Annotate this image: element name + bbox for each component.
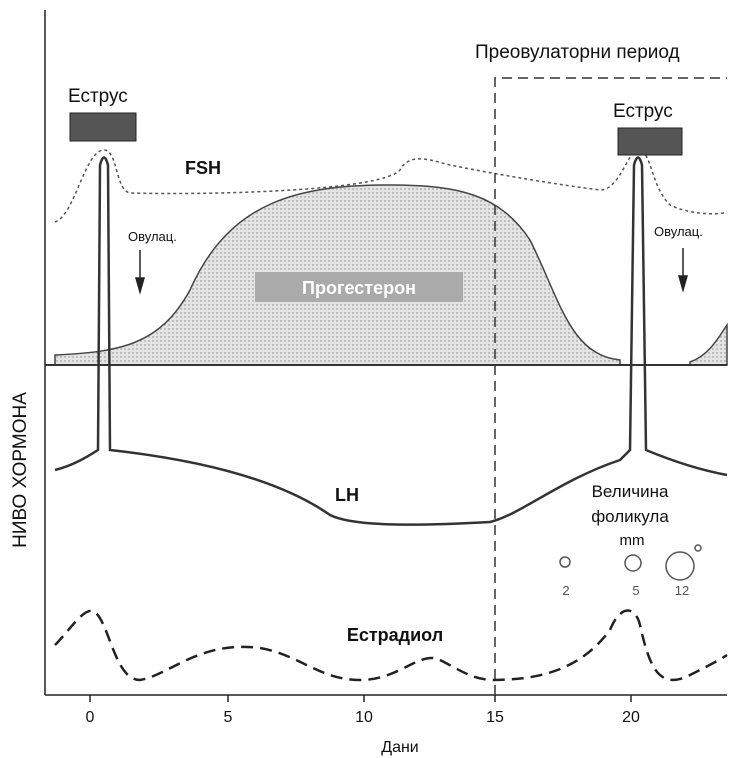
progesterone-label: Прогестерон	[302, 278, 416, 298]
y-axis-label: НИВО ХОРМОНА	[10, 392, 31, 548]
fsh-curve	[54, 149, 728, 223]
estradiol-label: Естрадиол	[347, 625, 443, 645]
lh-label: LH	[335, 485, 359, 505]
follicle-label: mm	[620, 532, 645, 549]
follicles	[559, 544, 702, 581]
estrus-box	[617, 127, 683, 156]
period-label: Преовулаторни период	[475, 42, 680, 63]
ovulation-label: Овулац.	[128, 229, 177, 244]
follicle-size: 12	[675, 583, 689, 598]
frame	[44, 10, 727, 696]
follicle-label: Величина	[592, 482, 669, 501]
follicle-size: 5	[632, 583, 639, 598]
x-tick-label: 20	[622, 709, 640, 726]
x-ticks	[89, 695, 632, 702]
estrus-box	[69, 112, 137, 142]
estradiol-curve	[54, 609, 728, 682]
x-axis-label: Дани	[381, 739, 419, 756]
x-tick-label: 15	[486, 709, 504, 726]
follicle-label: фоликула	[591, 507, 669, 526]
estrus-label: Еструс	[68, 86, 128, 107]
fsh-label: FSH	[185, 158, 221, 178]
ovulation-label: Овулац.	[654, 224, 703, 239]
x-tick-label: 5	[224, 709, 233, 726]
ovulation-arrows	[135, 248, 688, 295]
follicle-size: 2	[562, 583, 569, 598]
progesterone-label-box	[255, 272, 463, 302]
x-tick-label: 10	[355, 709, 373, 726]
preovulatory-boundary	[494, 77, 727, 695]
lh-curve	[54, 156, 728, 526]
progesterone-area-right	[689, 322, 728, 366]
x-tick-label: 0	[86, 709, 95, 726]
estrus-label: Еструс	[613, 101, 673, 122]
